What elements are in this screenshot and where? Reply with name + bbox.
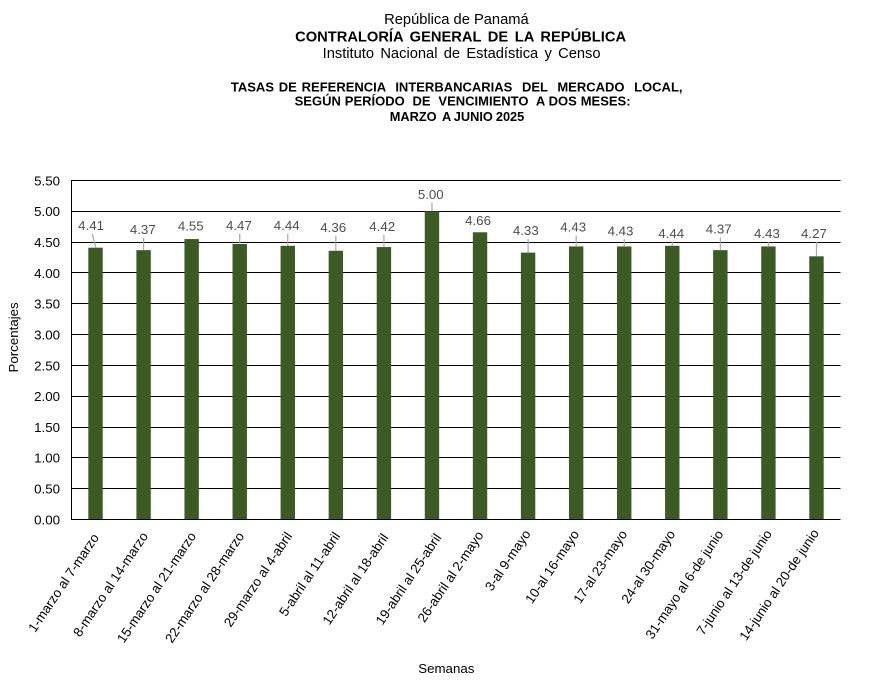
svg-text:4.41: 4.41 <box>78 218 104 233</box>
svg-text:SEGÚN PERÍODO DE VENCIMIENTO: SEGÚN PERÍODO DE VENCIMIENTO A DOS MESES… <box>295 94 631 109</box>
svg-text:0.50: 0.50 <box>34 482 60 497</box>
svg-text:4.55: 4.55 <box>178 219 204 234</box>
svg-text:4.37: 4.37 <box>130 222 156 237</box>
svg-text:4.66: 4.66 <box>465 213 491 228</box>
svg-text:4.36: 4.36 <box>320 220 346 235</box>
svg-text:1.50: 1.50 <box>34 420 60 435</box>
svg-text:3.00: 3.00 <box>34 327 60 342</box>
svg-text:4.43: 4.43 <box>754 226 780 241</box>
svg-text:TASAS DE REFERENCIA INTERBANC: TASAS DE REFERENCIA INTERBANCARIAS DEL M… <box>231 80 683 95</box>
svg-text:5.00: 5.00 <box>418 187 444 202</box>
svg-text:3.50: 3.50 <box>34 297 60 312</box>
svg-text:Instituto Nacional de Estadíst: Instituto Nacional de Estadística y Cens… <box>323 46 601 62</box>
svg-text:4.43: 4.43 <box>560 220 586 235</box>
svg-text:CONTRALORÍA GENERAL DE LA REPÚ: CONTRALORÍA GENERAL DE LA REPÚBLICA <box>295 28 626 46</box>
svg-text:4.44: 4.44 <box>658 226 684 241</box>
svg-text:4.44: 4.44 <box>274 218 300 233</box>
svg-text:República de Panamá: República de Panamá <box>384 12 529 28</box>
svg-text:4.50: 4.50 <box>34 235 60 250</box>
svg-text:0.00: 0.00 <box>34 512 60 527</box>
svg-text:4.27: 4.27 <box>801 226 827 241</box>
svg-text:4.33: 4.33 <box>513 223 539 238</box>
svg-text:1.00: 1.00 <box>34 451 60 466</box>
svg-text:5.50: 5.50 <box>34 173 60 188</box>
svg-text:4.43: 4.43 <box>608 223 634 238</box>
svg-text:2.00: 2.00 <box>34 389 60 404</box>
svg-text:2.50: 2.50 <box>34 358 60 373</box>
svg-text:MARZO A JUNIO 2025: MARZO A JUNIO 2025 <box>390 109 525 124</box>
svg-text:4.42: 4.42 <box>369 219 395 234</box>
svg-text:Porcentajes: Porcentajes <box>6 302 21 373</box>
svg-text:Semanas: Semanas <box>418 661 475 676</box>
svg-text:5.00: 5.00 <box>34 204 60 219</box>
svg-text:4.47: 4.47 <box>226 218 252 233</box>
svg-text:4.37: 4.37 <box>706 222 732 237</box>
svg-text:4.00: 4.00 <box>34 266 60 281</box>
